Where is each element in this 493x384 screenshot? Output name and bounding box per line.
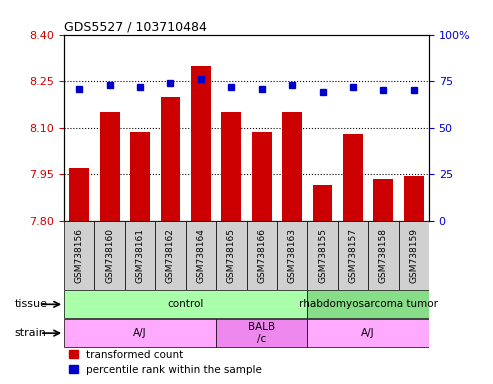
Text: GSM738160: GSM738160 (105, 228, 114, 283)
Text: GSM738155: GSM738155 (318, 228, 327, 283)
FancyBboxPatch shape (125, 221, 155, 290)
Text: GSM738161: GSM738161 (136, 228, 144, 283)
Text: GSM738157: GSM738157 (349, 228, 357, 283)
Text: A/J: A/J (133, 328, 147, 338)
Bar (252, 132, 272, 384)
Text: GSM738158: GSM738158 (379, 228, 388, 283)
FancyBboxPatch shape (307, 221, 338, 290)
Bar (404, 176, 423, 384)
FancyBboxPatch shape (216, 221, 246, 290)
FancyBboxPatch shape (64, 221, 95, 290)
FancyBboxPatch shape (155, 221, 186, 290)
Legend: transformed count, percentile rank within the sample: transformed count, percentile rank withi… (70, 350, 262, 375)
FancyBboxPatch shape (64, 319, 216, 347)
Text: GSM738159: GSM738159 (409, 228, 418, 283)
Bar (282, 112, 302, 384)
Text: control: control (168, 299, 204, 310)
FancyBboxPatch shape (307, 291, 429, 318)
Text: GSM738156: GSM738156 (75, 228, 84, 283)
FancyBboxPatch shape (307, 319, 429, 347)
FancyBboxPatch shape (95, 221, 125, 290)
Text: tissue: tissue (15, 299, 48, 310)
Text: BALB
/c: BALB /c (248, 322, 275, 344)
Bar (70, 168, 89, 384)
FancyBboxPatch shape (277, 221, 307, 290)
FancyBboxPatch shape (398, 221, 429, 290)
Bar (313, 185, 332, 384)
Bar (191, 66, 211, 384)
FancyBboxPatch shape (64, 291, 307, 318)
Bar (161, 97, 180, 384)
FancyBboxPatch shape (186, 221, 216, 290)
Text: GDS5527 / 103710484: GDS5527 / 103710484 (64, 20, 207, 33)
Bar (130, 132, 150, 384)
FancyBboxPatch shape (216, 319, 307, 347)
Text: A/J: A/J (361, 328, 375, 338)
FancyBboxPatch shape (368, 221, 398, 290)
FancyBboxPatch shape (338, 221, 368, 290)
Bar (221, 112, 241, 384)
Text: GSM738165: GSM738165 (227, 228, 236, 283)
Bar (100, 112, 120, 384)
Text: rhabdomyosarcoma tumor: rhabdomyosarcoma tumor (299, 299, 438, 310)
Text: GSM738162: GSM738162 (166, 228, 175, 283)
Bar (343, 134, 363, 384)
Bar (373, 179, 393, 384)
Text: strain: strain (15, 328, 47, 338)
Text: GSM738164: GSM738164 (196, 228, 206, 283)
Text: GSM738163: GSM738163 (287, 228, 297, 283)
FancyBboxPatch shape (246, 221, 277, 290)
Text: GSM738166: GSM738166 (257, 228, 266, 283)
